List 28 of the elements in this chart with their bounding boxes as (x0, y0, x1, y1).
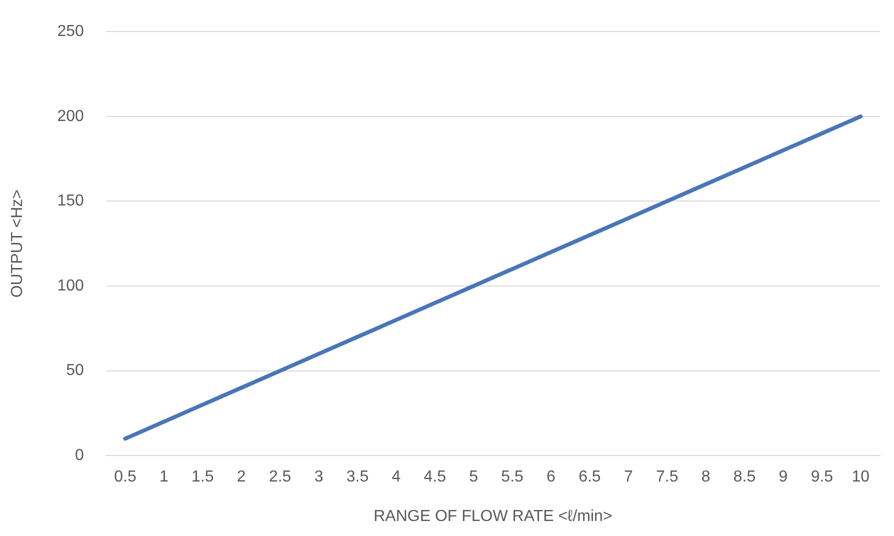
y-tick-label: 100 (57, 277, 84, 294)
x-tick-label: 2 (236, 468, 246, 486)
x-tick-label: 4 (392, 468, 401, 486)
x-tick-label: 1.5 (192, 468, 214, 486)
x-tick-label: 2.5 (268, 468, 292, 486)
x-tick-label: 4.5 (424, 468, 446, 486)
x-tick-label: 7 (624, 468, 633, 486)
x-tick-label: 6.5 (578, 468, 601, 486)
x-tick-label: 10 (852, 468, 870, 486)
x-tick-label: 1 (160, 468, 168, 486)
y-axis-title: OUTPUT <Hz> (9, 190, 26, 298)
x-tick-label: 8 (701, 468, 710, 486)
x-tick-label: 0.5 (114, 468, 136, 486)
x-tick-label: 7.5 (656, 468, 678, 486)
x-tick-label: 3.5 (346, 468, 369, 486)
x-tick-label: 5 (469, 468, 478, 486)
x-tick-label: 9.5 (810, 468, 834, 486)
x-tick-label: 3 (314, 468, 324, 486)
y-tick-label: 200 (57, 108, 84, 125)
y-tick-label: 250 (57, 23, 84, 40)
y-tick-label: 50 (66, 362, 84, 380)
y-tick-label: 0 (74, 447, 84, 464)
x-tick-label: 5.5 (501, 468, 524, 486)
x-tick-label: 9 (778, 468, 788, 486)
y-tick-label: 150 (57, 192, 84, 210)
x-tick-label: 8.5 (733, 468, 756, 486)
x-axis-title: RANGE OF FLOW RATE <ℓ/min> (374, 508, 612, 525)
x-tick-label: 6 (546, 468, 556, 486)
